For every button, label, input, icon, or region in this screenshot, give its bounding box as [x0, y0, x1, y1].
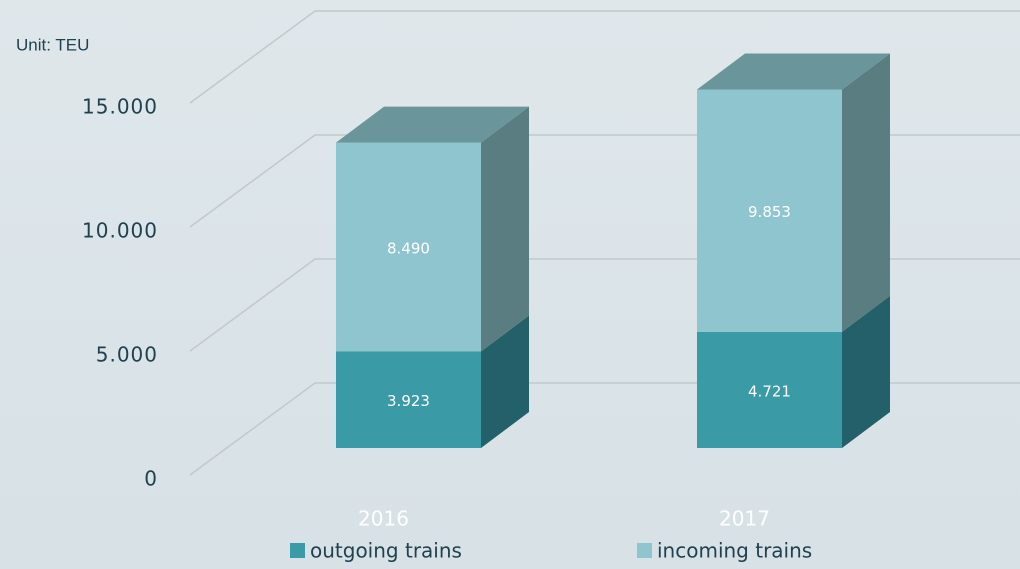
value-label: 8.490 — [387, 240, 430, 258]
grid-line — [189, 10, 1020, 104]
unit-label: Unit: TEU — [16, 35, 89, 54]
y-tick-label: 10.000 — [82, 219, 158, 243]
bar-segment — [697, 331, 842, 448]
y-tick-label: 15.000 — [82, 95, 158, 119]
value-label: 3.923 — [387, 392, 430, 410]
legend-label: incoming trains — [657, 539, 812, 563]
bar-side — [481, 106, 529, 352]
x-tick-label: 2016 — [358, 507, 409, 531]
value-label: 4.721 — [748, 382, 791, 400]
value-label: 9.853 — [748, 203, 791, 221]
bar-side — [842, 295, 890, 448]
legend-label: outgoing trains — [310, 539, 462, 563]
bar-segment — [697, 89, 842, 332]
bar-segment — [336, 351, 481, 448]
bar-side — [481, 315, 529, 448]
y-tick-label: 5.000 — [96, 343, 158, 367]
legend-swatch — [290, 543, 305, 558]
x-tick-label: 2017 — [719, 507, 770, 531]
bar-side — [842, 53, 890, 332]
bar-segment — [336, 142, 481, 352]
legend-swatch — [637, 543, 652, 558]
y-tick-label: 0 — [144, 467, 158, 491]
bar-top — [697, 53, 890, 90]
bar-top — [336, 106, 529, 143]
